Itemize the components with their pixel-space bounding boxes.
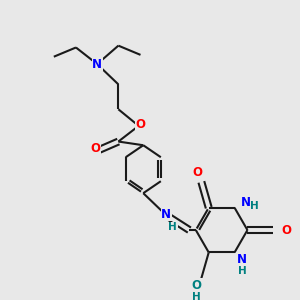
Text: H: H bbox=[192, 292, 201, 300]
Text: N: N bbox=[237, 253, 247, 266]
Text: O: O bbox=[90, 142, 100, 155]
Text: H: H bbox=[250, 201, 259, 211]
Text: O: O bbox=[193, 166, 203, 179]
Text: N: N bbox=[241, 196, 250, 209]
Text: N: N bbox=[92, 58, 102, 70]
Text: O: O bbox=[136, 118, 146, 130]
Text: H: H bbox=[168, 222, 177, 232]
Text: O: O bbox=[192, 279, 202, 292]
Text: N: N bbox=[161, 208, 171, 221]
Text: H: H bbox=[238, 266, 246, 276]
Text: O: O bbox=[281, 224, 291, 237]
